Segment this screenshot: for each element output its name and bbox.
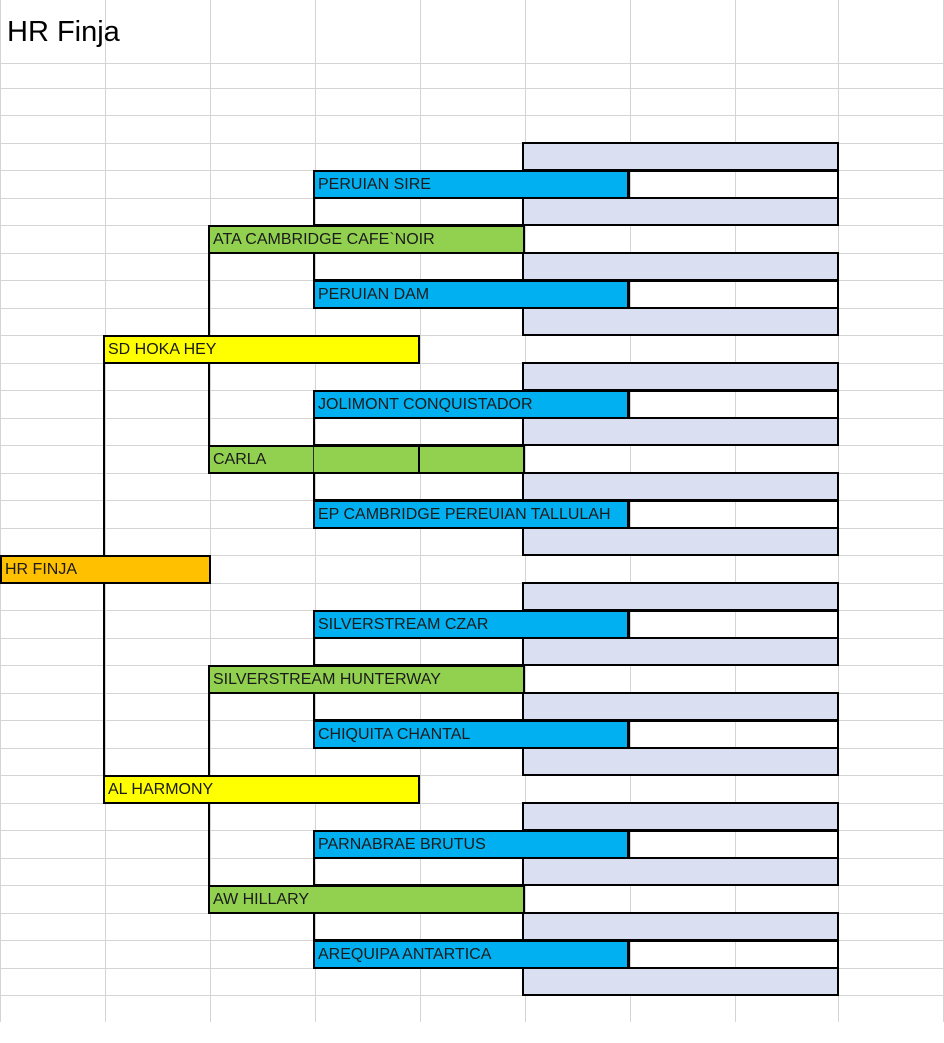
empty-bracket-cell[interactable] xyxy=(313,417,525,446)
gen4-cell[interactable] xyxy=(522,197,839,226)
gen4-cell[interactable] xyxy=(522,307,839,336)
grid-row-line xyxy=(0,143,944,144)
grid-row-line xyxy=(0,995,944,996)
empty-bracket-cell[interactable] xyxy=(627,940,839,969)
empty-bracket-cell[interactable] xyxy=(627,610,839,639)
grid-row-line xyxy=(0,115,944,116)
dam-dam-cell[interactable]: AW HILLARY xyxy=(208,885,525,914)
gen4-cell[interactable] xyxy=(522,472,839,501)
gen4-cell[interactable] xyxy=(522,362,839,391)
gen4-cell[interactable] xyxy=(522,912,839,941)
dam-sire-cell[interactable]: SILVERSTREAM HUNTERWAY xyxy=(208,665,525,694)
grid-row-line xyxy=(0,88,944,89)
empty-bracket-cell[interactable] xyxy=(627,720,839,749)
empty-bracket-cell[interactable] xyxy=(627,390,839,419)
grid-row-line xyxy=(0,775,944,776)
subject-cell[interactable]: HR FINJA xyxy=(0,555,211,584)
cell-divider xyxy=(313,447,314,472)
grid-row-line xyxy=(0,555,944,556)
dam-cell[interactable]: AL HARMONY xyxy=(103,775,420,804)
gen3-cell[interactable]: CHIQUITA CHANTAL xyxy=(313,720,630,749)
empty-bracket-cell[interactable] xyxy=(313,472,525,501)
grid-row-line xyxy=(0,335,944,336)
grid-column-line xyxy=(735,0,736,1022)
empty-bracket-cell[interactable] xyxy=(313,912,525,941)
empty-bracket-cell[interactable] xyxy=(313,692,525,721)
gen3-cell[interactable]: JOLIMONT CONQUISTADOR xyxy=(313,390,630,419)
grid-row-line xyxy=(0,583,944,584)
empty-bracket-cell[interactable] xyxy=(313,857,525,886)
empty-bracket-cell[interactable] xyxy=(313,252,525,281)
gen4-cell[interactable] xyxy=(522,252,839,281)
gen4-cell[interactable] xyxy=(522,857,839,886)
empty-bracket-cell[interactable] xyxy=(313,637,525,666)
gen4-cell[interactable] xyxy=(522,417,839,446)
grid-row-line xyxy=(0,363,944,364)
gen4-cell[interactable] xyxy=(522,802,839,831)
gen3-cell[interactable]: SILVERSTREAM CZAR xyxy=(313,610,630,639)
gen3-cell[interactable]: PARNABRAE BRUTUS xyxy=(313,830,630,859)
grid-column-line xyxy=(210,0,211,1022)
gen3-cell[interactable]: EP CAMBRIDGE PEREUIAN TALLULAH xyxy=(313,500,630,529)
cell-divider xyxy=(418,445,420,474)
gen3-cell[interactable]: AREQUIPA ANTARTICA xyxy=(313,940,630,969)
sire-cell[interactable]: SD HOKA HEY xyxy=(103,335,420,364)
gen4-cell[interactable] xyxy=(522,582,839,611)
gen4-cell[interactable] xyxy=(522,637,839,666)
sire-sire-cell[interactable]: ATA CAMBRIDGE CAFE`NOIR xyxy=(208,225,525,254)
empty-bracket-cell[interactable] xyxy=(627,500,839,529)
grid-column-line xyxy=(630,0,631,1022)
empty-bracket-cell[interactable] xyxy=(313,197,525,226)
gen4-cell[interactable] xyxy=(522,142,839,171)
gen3-cell[interactable]: PERUIAN DAM xyxy=(313,280,630,309)
gen4-cell[interactable] xyxy=(522,527,839,556)
sheet-title[interactable]: HR Finja xyxy=(7,16,120,48)
grid-column-line xyxy=(0,0,1,1022)
empty-bracket-cell[interactable] xyxy=(627,280,839,309)
grid-row-line xyxy=(0,803,944,804)
grid-row-line xyxy=(0,63,944,64)
sire-dam-cell[interactable]: CARLA xyxy=(208,445,525,474)
grid-column-line xyxy=(105,0,106,1022)
gen4-cell[interactable] xyxy=(522,967,839,996)
empty-bracket-cell[interactable] xyxy=(627,830,839,859)
gen4-cell[interactable] xyxy=(522,692,839,721)
gen3-cell[interactable]: PERUIAN SIRE xyxy=(313,170,630,199)
empty-bracket-cell[interactable] xyxy=(627,170,839,199)
gen4-cell[interactable] xyxy=(522,747,839,776)
